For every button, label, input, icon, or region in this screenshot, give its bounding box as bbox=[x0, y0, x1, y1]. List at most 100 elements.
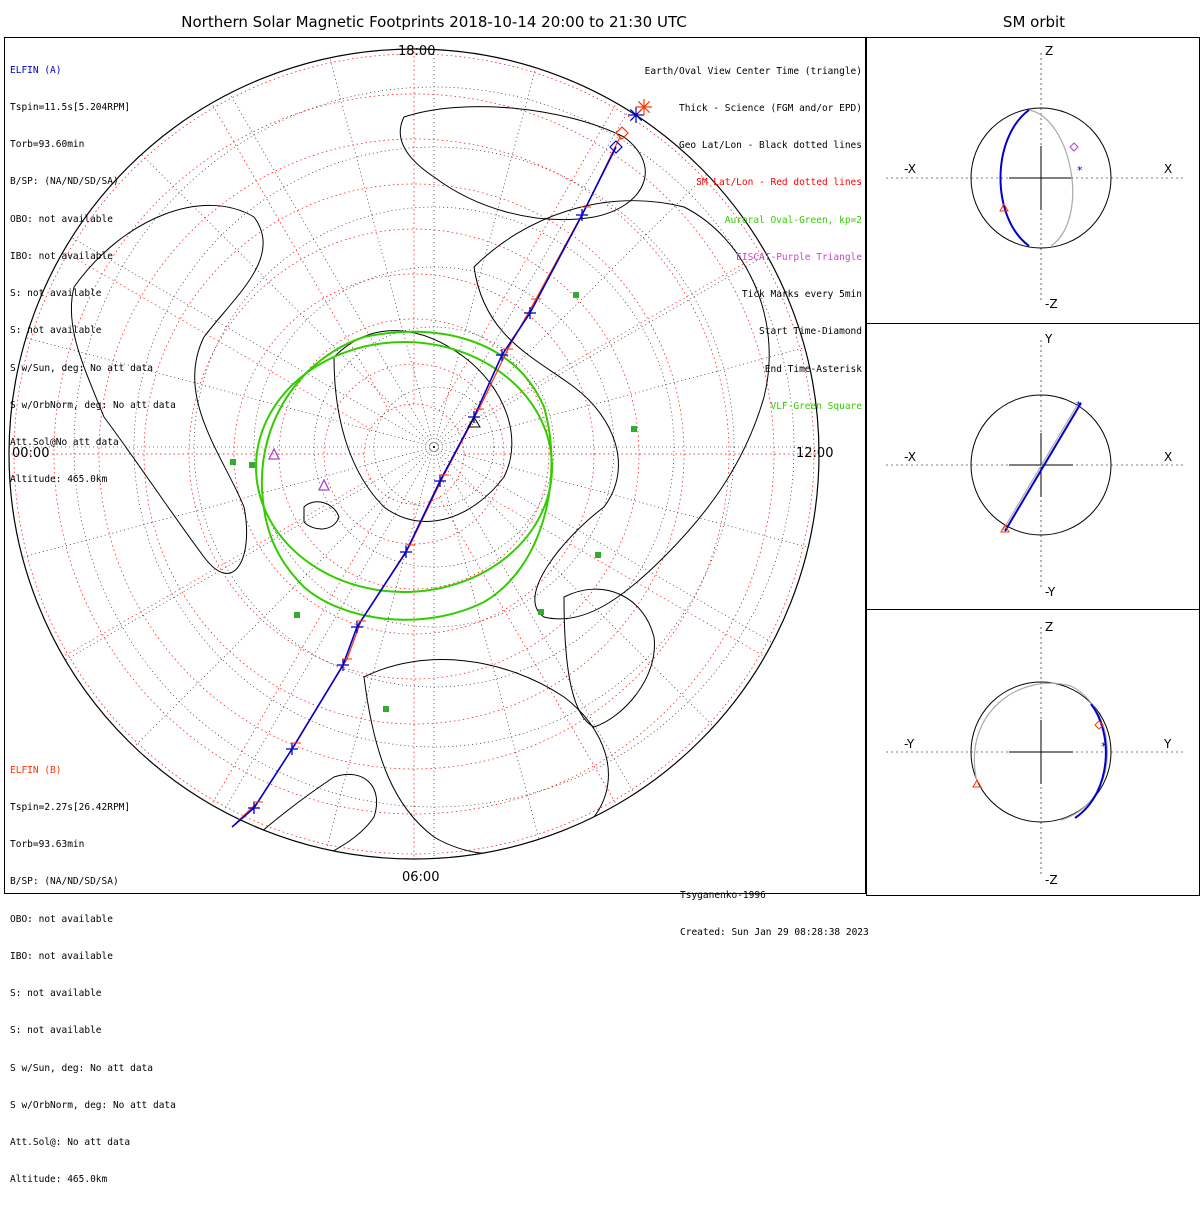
elfin-b-line: S: not available bbox=[10, 988, 102, 1000]
mlt-label-bottom: 06:00 bbox=[402, 870, 440, 885]
legend-entry: End Time-Asterisk bbox=[764, 363, 862, 375]
earth-circle bbox=[970, 107, 1112, 249]
elfin-b-track bbox=[235, 136, 621, 824]
model-name: Tsyganenko-1996 bbox=[680, 889, 766, 901]
elfin-b-line: Torb=93.63min bbox=[10, 839, 85, 851]
orbit-track-b bbox=[1002, 401, 1080, 531]
elfin-b-line: IBO: not available bbox=[10, 950, 113, 962]
vlf-station-square bbox=[573, 292, 579, 298]
continent-outline bbox=[70, 204, 264, 574]
geo-longitude-line bbox=[9, 146, 435, 448]
elfin-a-line: OBO: not available bbox=[10, 213, 113, 225]
end-asterisk bbox=[637, 100, 651, 114]
elfin-a-line: B/SP: (NA/ND/SD/SA) bbox=[10, 176, 119, 188]
sm-latitude-circle bbox=[98, 138, 730, 770]
elfin-b-line: OBO: not available bbox=[10, 913, 113, 925]
orbit-label-left: -X bbox=[904, 450, 916, 464]
vlf-station-square bbox=[383, 706, 389, 712]
geo-longitude-line bbox=[433, 446, 819, 859]
geo-longitude-line bbox=[433, 446, 819, 603]
geo-longitude-line bbox=[278, 446, 435, 859]
orbit-track-b bbox=[1028, 109, 1074, 247]
elfin-b-line: Att.Sol@: No att data bbox=[10, 1137, 131, 1148]
sm-latitude-circle bbox=[233, 273, 595, 635]
elfin-b-line: S w/Sun, deg: No att data bbox=[10, 1062, 153, 1074]
geo-longitude-line bbox=[278, 49, 435, 448]
orbit-track-a bbox=[1074, 703, 1107, 819]
geo-longitude-line bbox=[433, 49, 590, 448]
orbit-label-up: Y bbox=[1045, 332, 1053, 346]
geo-longitude-line bbox=[433, 146, 819, 448]
orbit-center-triangle bbox=[999, 202, 1009, 212]
sm-longitude-line bbox=[438, 497, 617, 805]
orbit-track-a bbox=[999, 109, 1030, 247]
orbit-label-left: -X bbox=[904, 162, 916, 176]
elfin-a-name: ELFIN (A) bbox=[10, 64, 62, 76]
sm-latitude-circle bbox=[13, 53, 815, 855]
elfin-a-line: Torb=93.60min bbox=[10, 139, 85, 151]
legend-entry: Start Time-Diamond bbox=[759, 326, 862, 338]
orbit-center-triangle bbox=[972, 778, 982, 788]
legend-entry: EISCAT-Purple Triangle bbox=[736, 251, 862, 263]
view-center-triangle bbox=[467, 416, 481, 428]
orbit-center-triangle bbox=[1000, 523, 1010, 533]
eiscat-triangle bbox=[317, 478, 331, 491]
orbit-label-up: Z bbox=[1045, 620, 1054, 634]
legend-entry: Geo Lat/Lon - Black dotted lines bbox=[678, 140, 862, 152]
geo-longitude-line bbox=[433, 49, 735, 448]
orbit-plots: * * * bbox=[886, 53, 1186, 877]
legend-entry: SM Lat/Lon - Red dotted lines bbox=[696, 177, 862, 189]
geo-longitude-line bbox=[9, 446, 435, 748]
orbit-label-right: X bbox=[1164, 450, 1173, 464]
map-boundary bbox=[8, 48, 820, 860]
elfin-a-line: S: not available bbox=[10, 325, 102, 337]
plot-title: Northern Solar Magnetic Footprints 2018-… bbox=[181, 13, 687, 31]
sm-latitude-circle bbox=[363, 403, 465, 505]
vlf-station-square bbox=[294, 612, 300, 618]
elfin-a-line: IBO: not available bbox=[10, 250, 113, 262]
geo-longitude-line bbox=[433, 446, 819, 748]
legend: Earth/Oval View Center Time (triangle) T… bbox=[645, 41, 862, 438]
vlf-station-square bbox=[249, 462, 255, 468]
elfin-a-line: S w/OrbNorm, deg: No att data bbox=[10, 399, 176, 411]
sm-latitude-circle bbox=[323, 363, 505, 545]
start-diamond bbox=[609, 140, 623, 154]
continent-outline bbox=[399, 106, 646, 221]
footprint-page: Northern Solar Magnetic Footprints 2018-… bbox=[4, 13, 1200, 1185]
sm-longitude-line bbox=[438, 103, 617, 411]
vlf-station-square bbox=[631, 426, 637, 432]
elfin-a-info: ELFIN (A) Tspin=11.5s[5.204RPM] Torb=93.… bbox=[10, 40, 176, 511]
geo-longitude-line bbox=[433, 446, 735, 859]
vlf-station-square bbox=[538, 609, 544, 615]
orbit-start-diamond bbox=[1094, 720, 1104, 730]
sm-longitude-line bbox=[63, 478, 371, 657]
sm-longitude-line bbox=[211, 103, 390, 411]
orbit-label-down: -Y bbox=[1045, 585, 1056, 599]
elfin-b-line: B/SP: (NA/ND/SD/SA) bbox=[10, 876, 119, 888]
continent-outline bbox=[303, 501, 340, 530]
orbit-label-right: Y bbox=[1164, 737, 1172, 751]
elfin-b-name: ELFIN (B) bbox=[10, 764, 62, 776]
start-diamond bbox=[615, 126, 629, 140]
elfin-b-line: S: not available bbox=[10, 1025, 102, 1037]
orbit-end-asterisk: * bbox=[1077, 164, 1083, 177]
sm-longitude-line bbox=[63, 251, 371, 430]
legend-entry: Thick - Science (FGM and/or EPD) bbox=[678, 103, 862, 115]
geo-longitude-line bbox=[433, 291, 819, 448]
geo-longitude-line bbox=[9, 446, 435, 603]
earth-circle bbox=[970, 394, 1112, 536]
vlf-station-square bbox=[230, 459, 236, 465]
sm-latitude-circle bbox=[143, 183, 685, 725]
mlt-label-top: 18:00 bbox=[398, 44, 436, 59]
mlt-label-left: 00:00 bbox=[12, 446, 50, 461]
created-date: Created: Sun Jan 29 08:28:38 2023 bbox=[680, 927, 869, 939]
legend-entry: Tick Marks every 5min bbox=[741, 289, 862, 301]
earth-circle bbox=[970, 681, 1112, 823]
auroral-oval-outer bbox=[260, 330, 553, 621]
orbit-end-asterisk: * bbox=[1076, 399, 1082, 412]
legend-entry: VLF-Green Square bbox=[770, 400, 862, 412]
continent-outline bbox=[333, 330, 513, 522]
legend-entry: Earth/Oval View Center Time (triangle) bbox=[644, 65, 862, 77]
orbit-label-down: -Z bbox=[1045, 297, 1058, 311]
continent-outline bbox=[233, 773, 378, 859]
